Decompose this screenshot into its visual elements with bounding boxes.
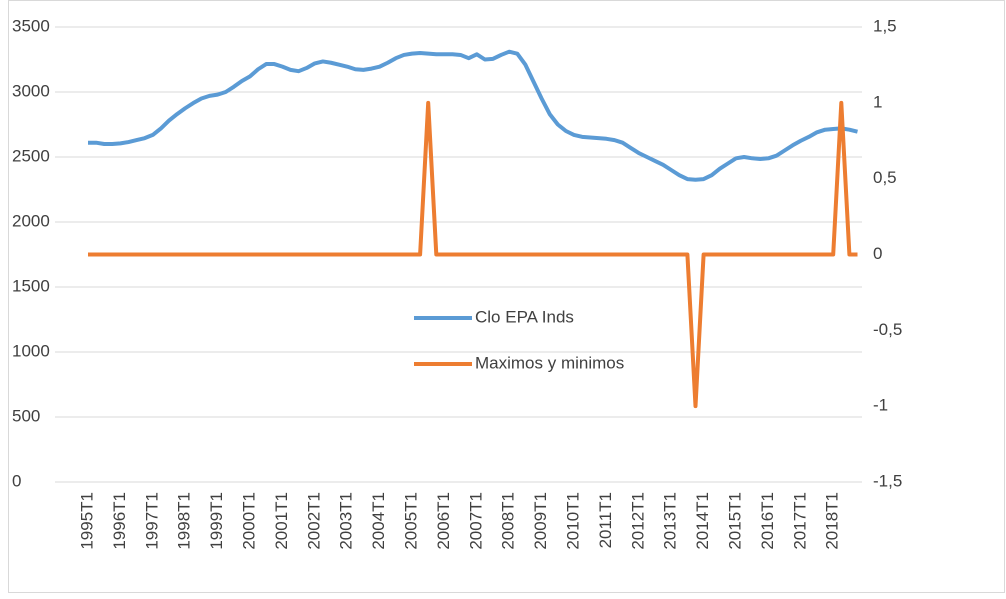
y2-tick-label: -0,5 [873,320,902,339]
series-line [88,100,858,409]
y2-tick-label: 0 [873,244,882,263]
x-tick-label: 1996T1 [110,492,129,550]
x-tick-label: 2008T1 [499,492,518,550]
x-tick-label: 2002T1 [304,492,323,550]
y-tick-label: 2500 [12,146,50,165]
y-tick-label: 1500 [12,276,50,295]
x-tick-label: 2013T1 [661,492,680,550]
x-tick-label: 1997T1 [142,492,161,550]
y-tick-label: 500 [12,406,40,425]
x-tick-label: 2017T1 [790,492,809,550]
y-tick-label: 3000 [12,81,50,100]
y-tick-label: 3500 [12,16,50,35]
series-line [88,49,858,182]
x-tick-label: 1998T1 [175,492,194,550]
x-tick-label: 2006T1 [434,492,453,550]
x-tick-label: 2010T1 [563,492,582,550]
chart-border [8,0,1005,593]
x-tick-label: 2014T1 [693,492,712,550]
x-tick-label: 2011T1 [596,492,615,548]
y2-tick-label: -1,5 [873,471,902,490]
legend-label: Maximos y minimos [475,353,624,372]
legend-label: Clo EPA Inds [475,307,574,326]
x-tick-label: 2001T1 [272,492,291,550]
x-tick-label: 2009T1 [531,492,550,550]
x-tick-label: 2016T1 [758,492,777,550]
x-tick-label: 1999T1 [207,492,226,550]
x-tick-label: 1995T1 [77,492,96,550]
y2-tick-label: -1 [873,396,888,415]
x-tick-label: 2012T1 [628,492,647,550]
x-tick-label: 2003T1 [337,492,356,550]
y2-tick-label: 0,5 [873,168,897,187]
x-tick-label: 2004T1 [369,492,388,550]
y2-tick-label: 1 [873,92,882,111]
y2-tick-label: 1,5 [873,16,897,35]
x-tick-label: 2007T1 [466,492,485,550]
x-tick-label: 2018T1 [823,492,842,550]
x-tick-label: 2000T1 [239,492,258,550]
x-tick-label: 2015T1 [725,492,744,550]
y-tick-label: 0 [12,471,21,490]
y-tick-label: 1000 [12,341,50,360]
x-tick-label: 2005T1 [401,492,420,550]
y-tick-label: 2000 [12,211,50,230]
